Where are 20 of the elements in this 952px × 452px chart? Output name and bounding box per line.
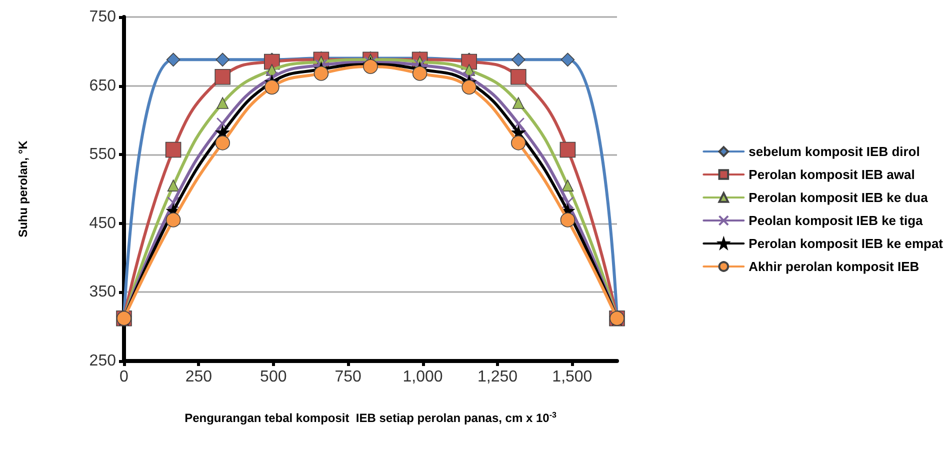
legend-label: Perolan komposit IEB ke empat xyxy=(748,236,944,251)
y-tick-label: 650 xyxy=(89,77,116,94)
legend-label: Perolan komposit IEB ke dua xyxy=(748,190,929,205)
y-tick-label: 450 xyxy=(89,214,116,232)
y-tick-label: 750 xyxy=(89,8,116,26)
y-tick-label: 550 xyxy=(89,146,116,164)
x-tick-label: 1,000 xyxy=(402,368,443,386)
legend-label: sebelum komposit IEB dirol xyxy=(748,144,920,159)
x-tick-label: 1,250 xyxy=(477,368,518,386)
x-tick-label: 750 xyxy=(334,368,362,386)
x-tick-label: 1,500 xyxy=(552,368,592,386)
y-tick-label: 250 xyxy=(89,352,116,370)
x-tick-label: 250 xyxy=(185,368,212,386)
x-tick-label: 500 xyxy=(260,368,287,386)
legend-label: Peolan komposit IEB ke tiga xyxy=(748,213,924,228)
legend-label: Perolan komposit IEB awal xyxy=(748,167,915,182)
y-axis-title: Suhu perolan, °K xyxy=(16,140,30,238)
legend-label: Akhir perolan komposit IEB xyxy=(748,259,920,274)
y-tick-label: 350 xyxy=(89,284,116,301)
x-tick-label: 0 xyxy=(120,368,129,386)
